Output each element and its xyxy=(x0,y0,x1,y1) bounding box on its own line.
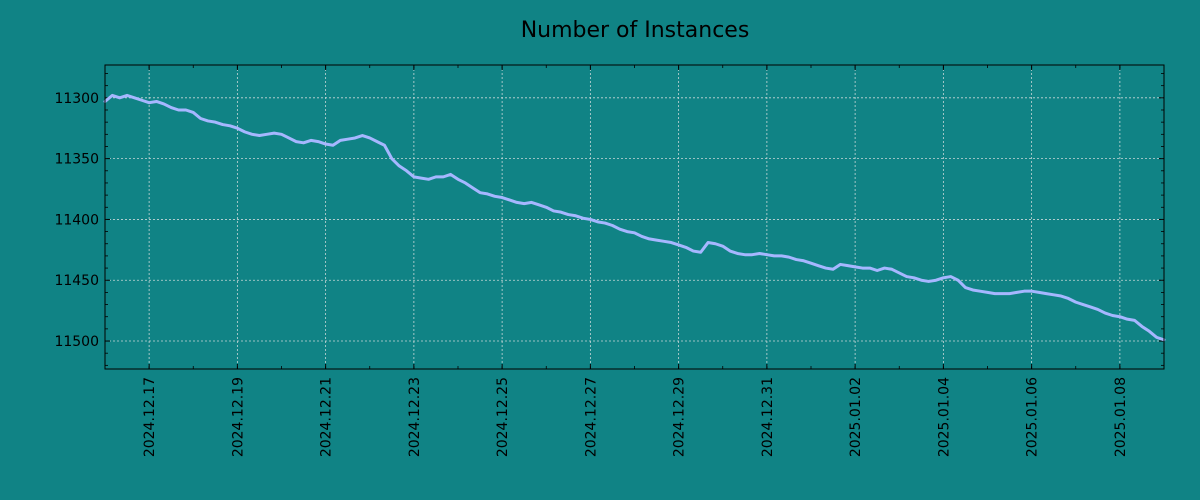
x-tick-label: 2024.12.31 xyxy=(760,377,776,457)
x-tick-label: 2024.12.27 xyxy=(583,377,599,457)
x-tick-label: 2025.01.06 xyxy=(1025,377,1041,457)
x-tick-label: 2024.12.19 xyxy=(230,377,246,457)
plot-frame xyxy=(104,64,1165,370)
tick-labels: 11500 11450 11400 11350 11300 2024.12.17 2024.… xyxy=(54,91,1128,457)
chart-title: Number of Instances xyxy=(521,18,750,43)
series-layer xyxy=(103,93,1166,342)
x-tick-label: 2024.12.17 xyxy=(142,377,158,457)
y-tick-label: 11500 xyxy=(54,334,99,350)
x-tick-label: 2024.12.29 xyxy=(672,377,688,457)
series-line xyxy=(103,93,1166,342)
x-tick-label: 2025.01.08 xyxy=(1113,377,1129,457)
x-tick-label: 2024.12.21 xyxy=(319,377,335,457)
y-tick-label: 11400 xyxy=(54,212,99,228)
y-tick-label: 11450 xyxy=(54,273,99,289)
grid xyxy=(105,65,1164,369)
x-tick-label: 2025.01.04 xyxy=(936,377,952,457)
x-tick-label: 2024.12.23 xyxy=(407,377,423,457)
y-tick-label: 11350 xyxy=(54,152,99,168)
x-tick-label: 2024.12.25 xyxy=(495,377,511,457)
x-tick-label: 2025.01.02 xyxy=(848,377,864,457)
plot-area xyxy=(105,65,1164,369)
y-tick-label: 11300 xyxy=(54,91,99,107)
